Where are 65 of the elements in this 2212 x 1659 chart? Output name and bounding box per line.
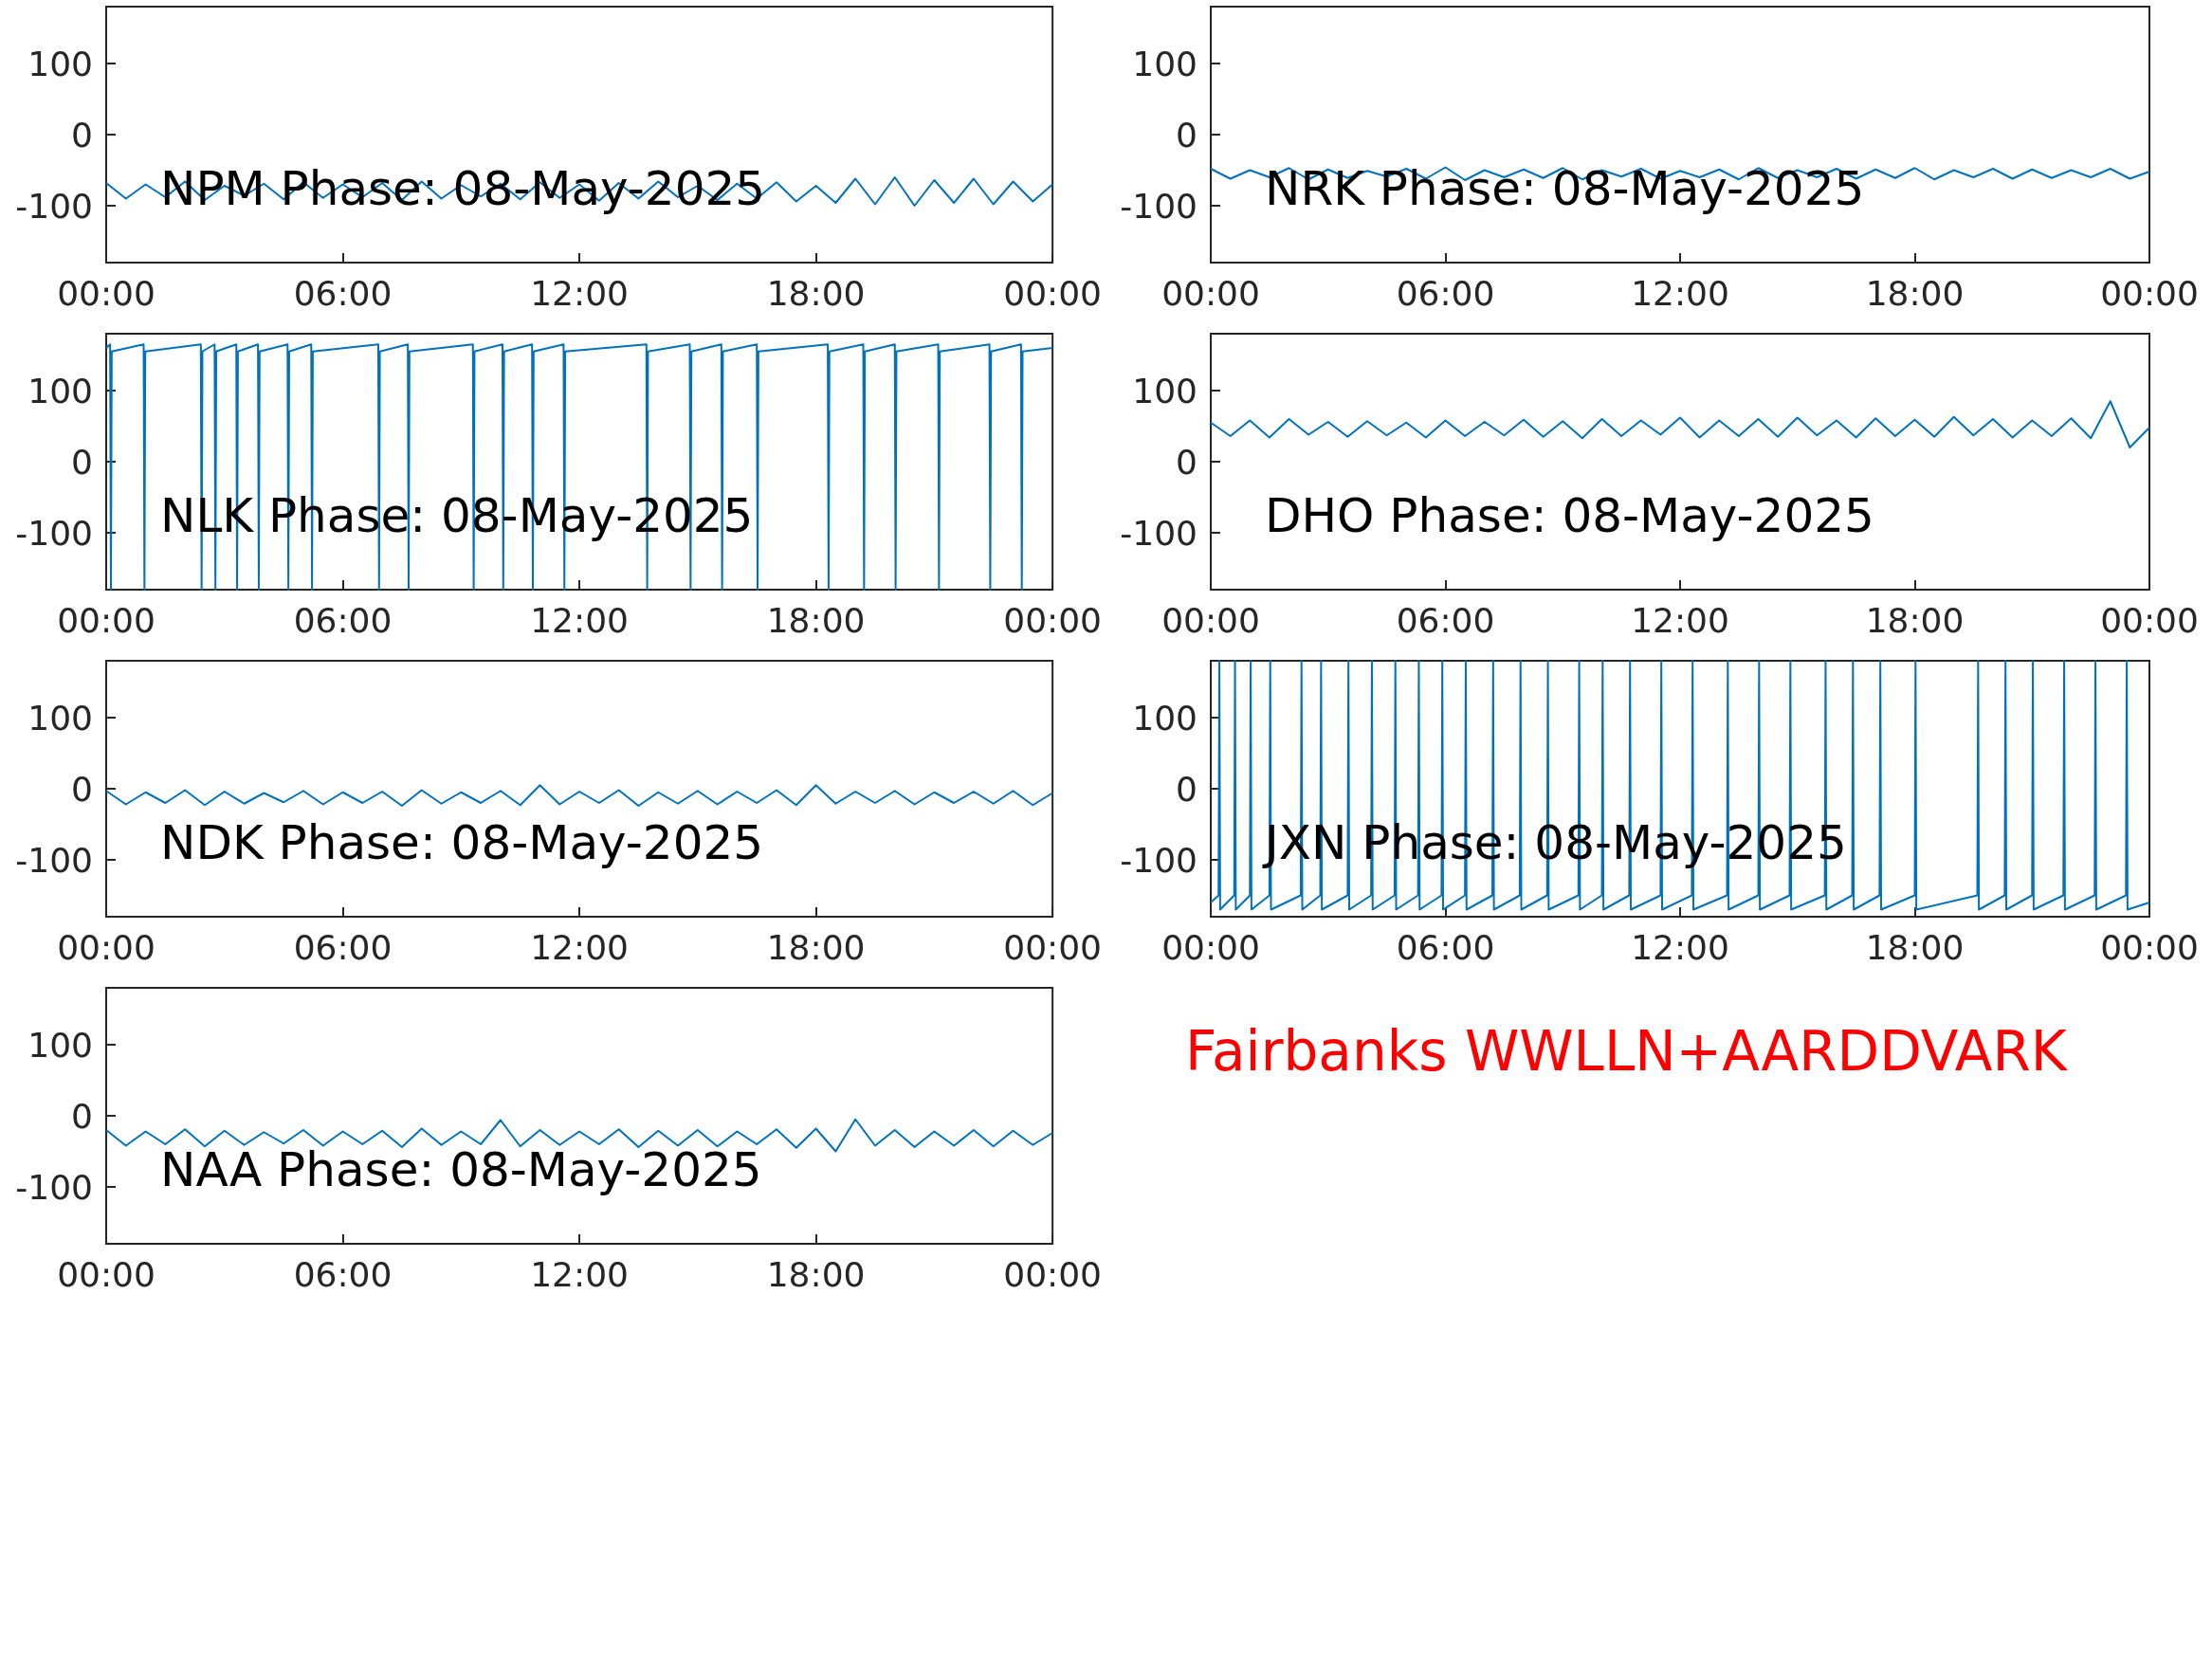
text: NRK Phase: 08-May-2025: [1265, 161, 1865, 216]
y-tick-label: 100: [27, 1025, 93, 1065]
y-tick-label: 0: [71, 442, 93, 482]
y-tick-label: -100: [15, 1167, 93, 1207]
y-tick-label: -100: [1120, 513, 1197, 553]
x-tick-label: 00:00: [57, 273, 155, 313]
text: NDK Phase: 08-May-2025: [160, 815, 764, 870]
y-tick-label: 0: [71, 1096, 93, 1136]
y-tick-label: -100: [15, 186, 93, 226]
y-tick-label: -100: [1120, 186, 1197, 226]
x-tick-label: 12:00: [530, 273, 629, 313]
x-tick-label: 18:00: [1865, 927, 1965, 967]
y-tick-label: 100: [1132, 371, 1197, 410]
y-tick-label: 0: [1176, 115, 1197, 155]
x-tick-label: 00:00: [1003, 273, 1102, 313]
x-tick-label: 12:00: [1631, 600, 1729, 640]
x-tick-label: 06:00: [1396, 273, 1495, 313]
y-tick-label: -100: [15, 513, 93, 553]
x-tick-label: 06:00: [1396, 600, 1495, 640]
text: DHO Phase: 08-May-2025: [1265, 488, 1874, 543]
y-tick-label: 0: [1176, 442, 1197, 482]
text: NAA Phase: 08-May-2025: [160, 1142, 762, 1197]
y-tick-label: 100: [27, 371, 93, 410]
line-series: [105, 784, 1054, 807]
y-tick-label: 0: [1176, 769, 1197, 809]
x-tick-label: 00:00: [2100, 600, 2199, 640]
x-tick-label: 00:00: [1003, 1254, 1102, 1294]
x-tick-label: 06:00: [1396, 927, 1495, 967]
x-tick-label: 12:00: [530, 600, 629, 640]
x-tick-label: 12:00: [1631, 927, 1729, 967]
y-tick-label: 100: [27, 44, 93, 83]
y-tick-label: -100: [1120, 840, 1197, 880]
line-series: [1210, 660, 2150, 911]
line-series: [105, 343, 1054, 591]
text: Fairbanks WWLLN+AARDDVARK: [1185, 1019, 2069, 1084]
x-tick-label: 06:00: [293, 273, 393, 313]
x-tick-label: 18:00: [766, 1254, 866, 1294]
x-tick-label: 12:00: [530, 1254, 629, 1294]
y-tick-label: -100: [15, 840, 93, 880]
x-tick-label: 00:00: [1003, 927, 1102, 967]
x-tick-label: 18:00: [1865, 600, 1965, 640]
y-tick-label: 100: [1132, 44, 1197, 83]
x-tick-label: 00:00: [1161, 927, 1260, 967]
x-tick-label: 06:00: [293, 1254, 393, 1294]
x-tick-label: 00:00: [2100, 927, 2199, 967]
y-tick-label: 100: [27, 698, 93, 738]
x-tick-label: 06:00: [293, 600, 393, 640]
x-tick-label: 18:00: [766, 927, 866, 967]
x-tick-label: 00:00: [57, 600, 155, 640]
x-tick-label: 06:00: [293, 927, 393, 967]
x-tick-label: 00:00: [1003, 600, 1102, 640]
x-tick-label: 18:00: [766, 600, 866, 640]
x-tick-label: 00:00: [57, 927, 155, 967]
x-tick-label: 00:00: [1161, 600, 1260, 640]
x-tick-label: 18:00: [1865, 273, 1965, 313]
y-tick-label: 0: [71, 769, 93, 809]
x-tick-label: 00:00: [2100, 273, 2199, 313]
x-tick-label: 18:00: [766, 273, 866, 313]
y-tick-label: 100: [1132, 698, 1197, 738]
x-tick-label: 12:00: [530, 927, 629, 967]
x-tick-label: 00:00: [1161, 273, 1260, 313]
x-tick-label: 00:00: [57, 1254, 155, 1294]
y-tick-label: 0: [71, 115, 93, 155]
line-series: [1210, 400, 2150, 448]
x-tick-label: 12:00: [1631, 273, 1729, 313]
